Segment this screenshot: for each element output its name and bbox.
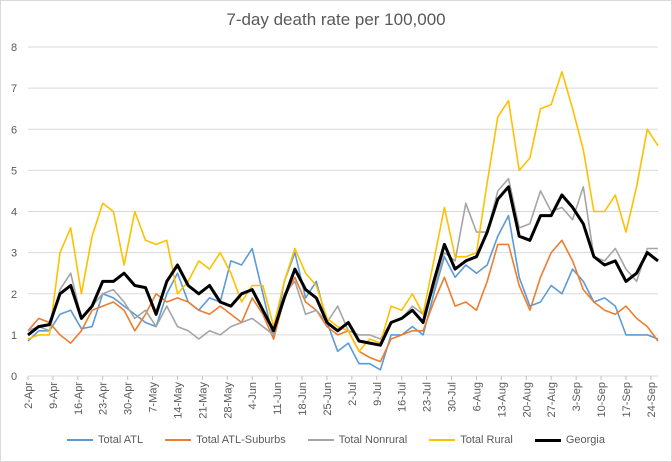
y-tick-label: 0 [11, 371, 17, 383]
legend-label: Total Nonrural [338, 434, 408, 446]
x-tick-label: 9-Apr [48, 382, 60, 409]
x-tick-label: 11-Jun [272, 382, 284, 415]
legend-label: Total ATL [98, 434, 144, 446]
series-line-georgia [27, 185, 659, 347]
series-line-total-atl [27, 214, 659, 371]
x-tick-label: 10-Sep [596, 382, 608, 417]
x-tick-label: 27-Aug [546, 382, 558, 417]
y-tick-label: 6 [11, 124, 17, 136]
legend-label: Georgia [565, 434, 605, 446]
legend-swatch [534, 438, 561, 442]
legend: Total ATL Total ATL-Suburbs Total Nonrur… [0, 434, 672, 446]
x-tick-label: 3-Sep [571, 382, 583, 411]
x-tick-label: 13-Aug [496, 382, 508, 417]
x-tick-label: 18-Jun [297, 382, 309, 416]
x-tick-label: 7-May [148, 382, 160, 413]
x-tick-label: 23-Apr [98, 382, 110, 415]
x-tick-label: 30-Jul [447, 382, 459, 412]
x-tick-label: 30-Apr [123, 382, 135, 415]
y-tick-label: 3 [11, 248, 17, 260]
x-tick-label: 2-Jul [347, 382, 359, 406]
legend-item-total-nonrural: Total Nonrural [307, 434, 408, 446]
legend-label: Total ATL-Suburbs [196, 434, 286, 446]
x-tick-label: 28-May [222, 382, 234, 419]
legend-item-georgia: Georgia [534, 434, 605, 446]
x-tick-label: 9-Jul [372, 382, 384, 406]
x-tick-label: 16-Jul [397, 382, 409, 412]
x-tick-label: 24-Sep [646, 382, 658, 417]
chart-title: 7-day death rate per 100,000 [226, 10, 446, 29]
x-tick-label: 17-Sep [621, 382, 633, 417]
legend-swatch [67, 439, 94, 441]
x-tick-label: 23-Jul [422, 382, 434, 412]
series-line-total-rural [27, 70, 659, 353]
legend-item-total-atl: Total ATL [67, 434, 143, 446]
x-tick-label: 2-Apr [23, 382, 35, 409]
x-tick-label: 14-May [172, 382, 184, 419]
series-line-total-atl-suburbs [27, 239, 659, 363]
x-tick-label: 4-Jun [247, 382, 259, 410]
legend-swatch [307, 439, 334, 441]
y-tick-label: 1 [11, 330, 17, 342]
legend-swatch [165, 439, 192, 441]
x-tick-label: 20-Aug [521, 382, 533, 417]
y-tick-label: 2 [11, 289, 17, 301]
y-tick-label: 4 [11, 207, 17, 219]
legend-label: Total Rural [460, 434, 513, 446]
x-tick-label: 21-May [197, 382, 209, 419]
y-tick-label: 5 [11, 165, 17, 177]
y-tick-label: 8 [11, 42, 17, 54]
x-tick-label: 6-Aug [471, 382, 483, 411]
x-tick-label: 25-Jun [322, 382, 334, 416]
y-tick-label: 7 [11, 83, 17, 95]
legend-item-total-atl-suburbs: Total ATL-Suburbs [165, 434, 286, 446]
legend-item-total-rural: Total Rural [429, 434, 513, 446]
x-tick-label: 16-Apr [73, 382, 85, 415]
legend-swatch [429, 439, 456, 441]
